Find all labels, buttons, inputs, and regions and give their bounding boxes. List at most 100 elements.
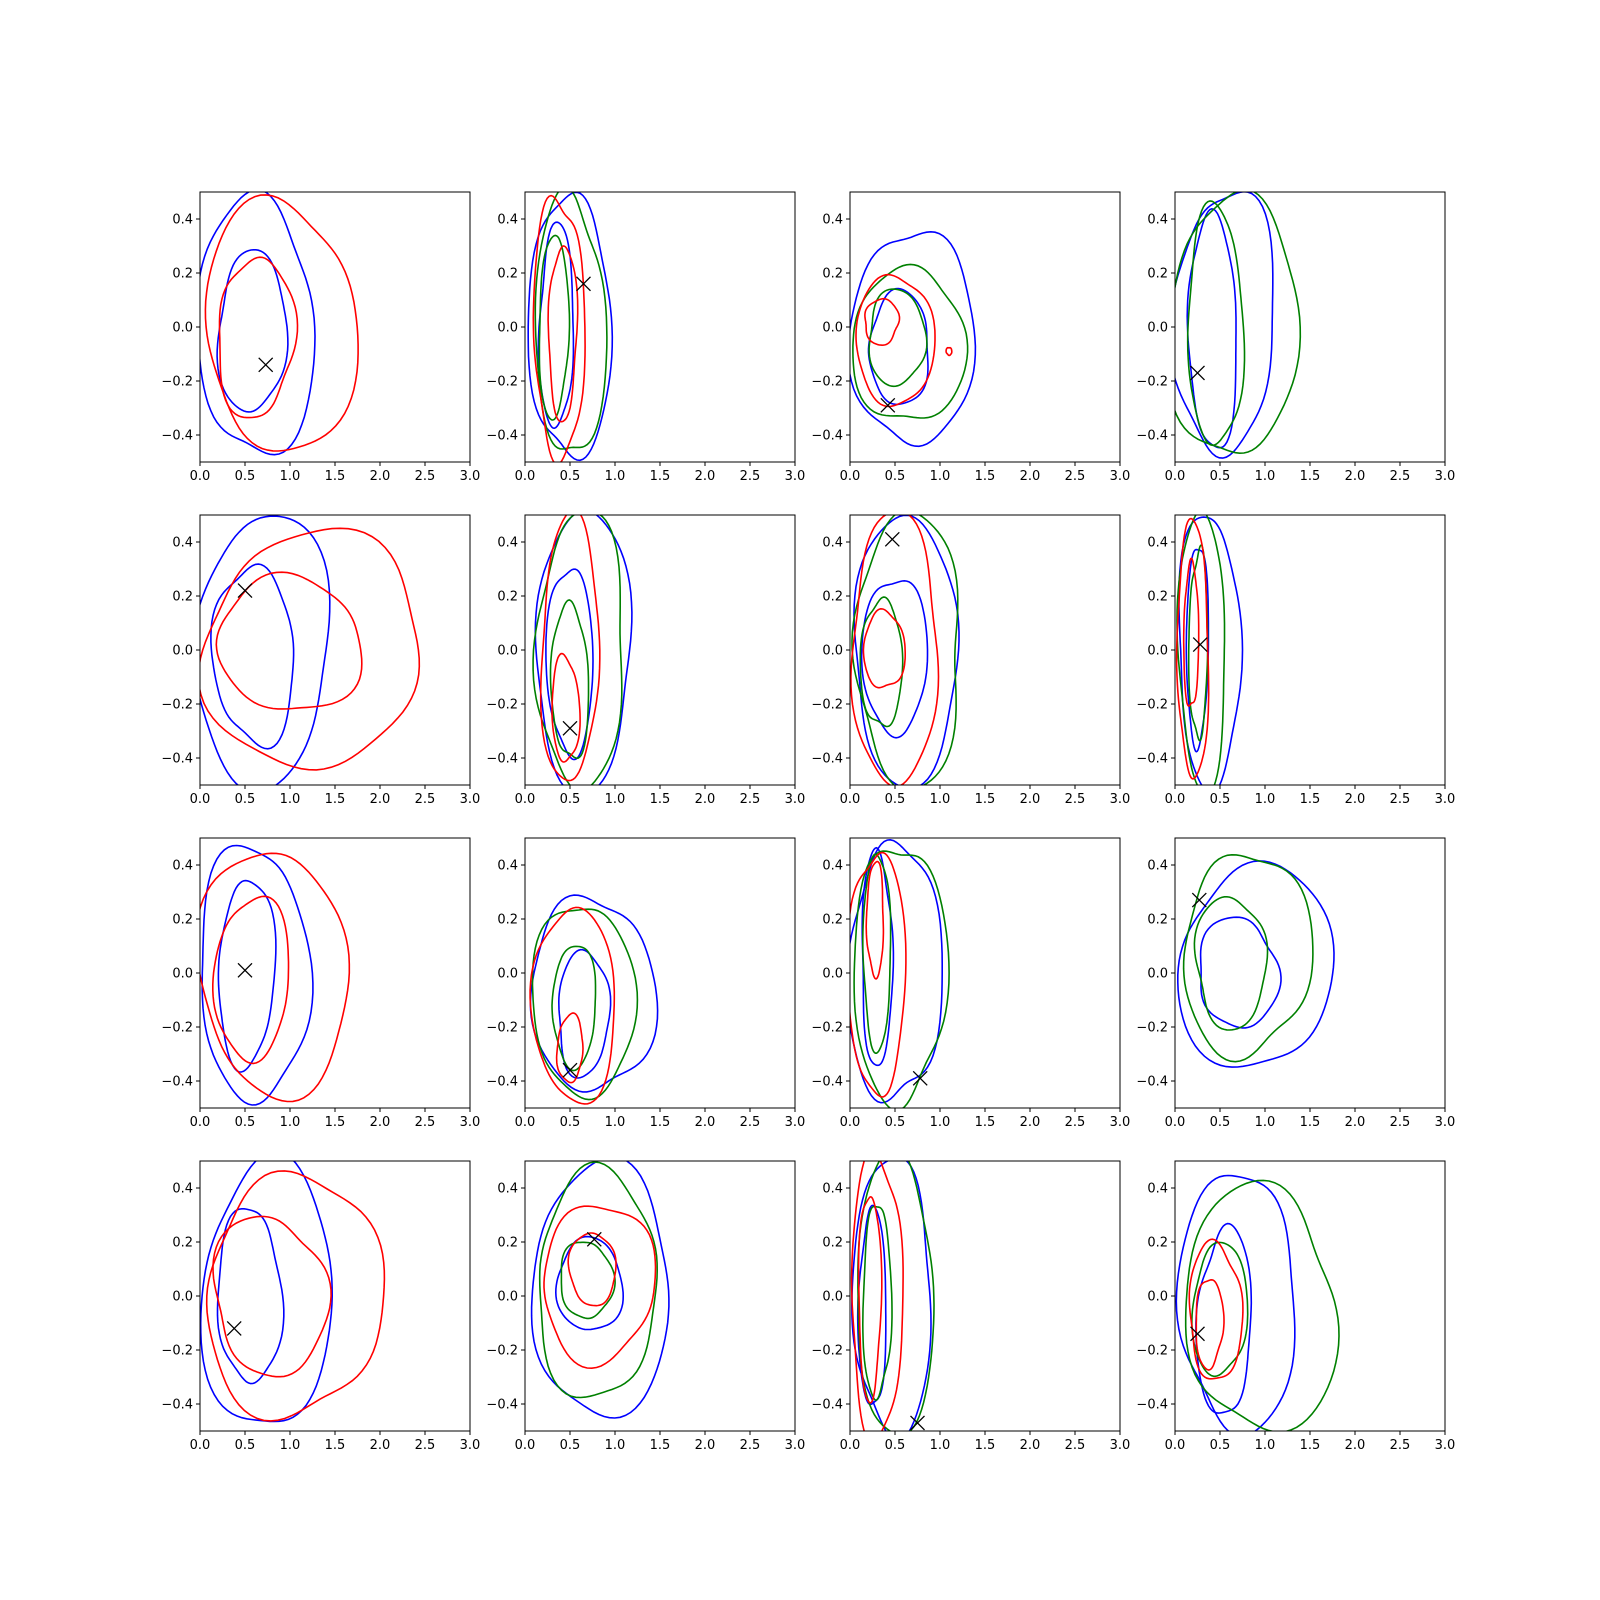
x-tick-label: 0.5 bbox=[560, 1438, 581, 1453]
y-tick-label: 0.4 bbox=[497, 213, 518, 228]
y-tick-label: 0.4 bbox=[172, 1182, 193, 1197]
marker-x bbox=[1192, 637, 1208, 653]
y-tick-label: −0.2 bbox=[486, 1344, 518, 1359]
y-tick-label: −0.2 bbox=[161, 375, 193, 390]
x-tick-label: 1.0 bbox=[605, 792, 626, 807]
y-tick-label: 0.2 bbox=[172, 1236, 193, 1251]
y-tick-label: −0.4 bbox=[161, 1398, 193, 1413]
x-tick-label: 2.5 bbox=[1065, 792, 1086, 807]
x-tick-label: 0.5 bbox=[885, 1115, 906, 1130]
contour-red-inner bbox=[865, 860, 885, 980]
subplot-grid: 0.0 0.5 1.0 1.5 2.0 2.5 3.0−0.4−0.20.00.20.40.… bbox=[161, 191, 1456, 1453]
contour-red-inner bbox=[215, 571, 363, 710]
contour-red-outer bbox=[200, 852, 351, 1103]
contour-green-inner bbox=[549, 599, 590, 760]
y-tick-label: 0.0 bbox=[172, 967, 193, 982]
contour-blue-outer bbox=[1177, 860, 1335, 1068]
x-tick-label: 2.0 bbox=[370, 469, 391, 484]
plot-area bbox=[529, 894, 659, 1105]
y-tick-label: 0.4 bbox=[822, 859, 843, 874]
x-tick-label: 1.5 bbox=[650, 792, 671, 807]
contour-green-inner bbox=[859, 596, 904, 728]
y-tick-label: 0.2 bbox=[497, 267, 518, 282]
subplot-3-4: 0.0 0.5 1.0 1.5 2.0 2.5 3.0 −0.4 −0.2 0.0 0.2 0.4 bbox=[1136, 837, 1455, 1130]
y-tick-label: 0.2 bbox=[822, 267, 843, 282]
x-tick-label: 0.5 bbox=[560, 792, 581, 807]
x-tick-label: 0.5 bbox=[235, 792, 256, 807]
y-tick-label: −0.4 bbox=[161, 429, 193, 444]
y-tick-label: −0.4 bbox=[161, 1075, 193, 1090]
marker-x bbox=[226, 1320, 242, 1336]
contour-red-inner bbox=[218, 256, 299, 419]
y-tick-label: 0.4 bbox=[822, 213, 843, 228]
y-tick-label: −0.2 bbox=[161, 698, 193, 713]
marker-x bbox=[884, 531, 900, 547]
contour-red-inner bbox=[857, 1195, 883, 1404]
y-tick-label: 0.2 bbox=[1147, 267, 1168, 282]
y-tick-label: −0.4 bbox=[811, 429, 843, 444]
x-tick-label: 3.0 bbox=[785, 469, 806, 484]
x-tick-label: 1.5 bbox=[650, 1438, 671, 1453]
y-tick-label: −0.2 bbox=[486, 1021, 518, 1036]
x-tick-label: 2.0 bbox=[1345, 469, 1366, 484]
contour-red-inner bbox=[212, 895, 290, 1065]
y-tick-label: 0.2 bbox=[1147, 913, 1168, 928]
x-tick-label: 1.5 bbox=[1300, 1115, 1321, 1130]
plot-area bbox=[532, 515, 633, 785]
marker-x bbox=[1191, 892, 1207, 908]
y-tick-label: −0.4 bbox=[486, 1398, 518, 1413]
x-tick-label: 0.5 bbox=[1210, 1438, 1231, 1453]
subplot-1-4: 0.0 0.5 1.0 1.5 2.0 2.5 3.0 −0.4 −0.2 0.0 0.2 0.4 bbox=[1136, 191, 1455, 484]
contour-blue-outer bbox=[1175, 1174, 1296, 1431]
plot-area bbox=[200, 1161, 386, 1423]
x-tick-label: 0.5 bbox=[1210, 792, 1231, 807]
contour-red-outer bbox=[532, 194, 586, 462]
x-tick-label: 1.5 bbox=[650, 469, 671, 484]
x-tick-label: 1.0 bbox=[280, 1438, 301, 1453]
x-tick-label: 0.0 bbox=[840, 792, 861, 807]
y-tick-label: 0.0 bbox=[172, 1290, 193, 1305]
y-tick-label: −0.2 bbox=[811, 1344, 843, 1359]
contour-green-outer bbox=[534, 192, 608, 450]
y-tick-label: −0.2 bbox=[161, 1344, 193, 1359]
subplot-1-2: 0.0 0.5 1.0 1.5 2.0 2.5 3.0 −0.4 −0.2 0.0 0.2 0.4 bbox=[486, 191, 806, 484]
contour-blue-inner bbox=[554, 1235, 625, 1331]
x-tick-label: 3.0 bbox=[1110, 792, 1131, 807]
x-tick-label: 1.5 bbox=[975, 1115, 996, 1130]
x-tick-label: 0.0 bbox=[840, 469, 861, 484]
x-tick-label: 3.0 bbox=[460, 1115, 481, 1130]
y-tick-label: 0.2 bbox=[822, 1236, 843, 1251]
plot-area bbox=[850, 1161, 935, 1431]
x-tick-label: 2.5 bbox=[740, 1115, 761, 1130]
x-tick-label: 2.0 bbox=[1345, 1438, 1366, 1453]
x-tick-label: 3.0 bbox=[1435, 1438, 1456, 1453]
x-tick-label: 2.5 bbox=[740, 792, 761, 807]
contour-red-outer bbox=[529, 906, 616, 1105]
contour-green-outer bbox=[1182, 853, 1314, 1063]
x-tick-label: 3.0 bbox=[1435, 792, 1456, 807]
contour-blue-outer bbox=[530, 1161, 670, 1419]
y-tick-label: −0.2 bbox=[1136, 375, 1168, 390]
contour-green-inner bbox=[861, 1205, 893, 1401]
x-tick-label: 0.0 bbox=[515, 792, 536, 807]
x-tick-label: 1.5 bbox=[325, 469, 346, 484]
y-tick-label: 0.4 bbox=[1147, 213, 1168, 228]
y-tick-label: 0.0 bbox=[1147, 967, 1168, 982]
x-tick-label: 1.0 bbox=[930, 792, 951, 807]
y-tick-label: 0.0 bbox=[497, 644, 518, 659]
x-tick-label: 0.0 bbox=[1165, 469, 1186, 484]
contour-blue-inner bbox=[557, 948, 612, 1079]
plot-area bbox=[200, 192, 359, 456]
contour-red-inner bbox=[212, 1215, 332, 1378]
x-tick-label: 2.5 bbox=[740, 1438, 761, 1453]
subplot-2-1: 0.0 0.5 1.0 1.5 2.0 2.5 3.0 −0.4 −0.2 0.0 0.2 0.4 bbox=[161, 514, 480, 807]
y-tick-label: 0.4 bbox=[822, 1182, 843, 1197]
contour-red-outer bbox=[1188, 1238, 1244, 1380]
plot-area bbox=[527, 192, 614, 462]
contour-red-outer bbox=[850, 1161, 904, 1431]
contour-red-inner bbox=[567, 1232, 617, 1307]
y-tick-label: −0.4 bbox=[486, 752, 518, 767]
contour-red-outer bbox=[539, 515, 601, 782]
y-tick-label: 0.2 bbox=[172, 267, 193, 282]
subplot-2-2: 0.0 0.5 1.0 1.5 2.0 2.5 3.0 −0.4 −0.2 0.0 0.2 0.4 bbox=[486, 514, 805, 807]
